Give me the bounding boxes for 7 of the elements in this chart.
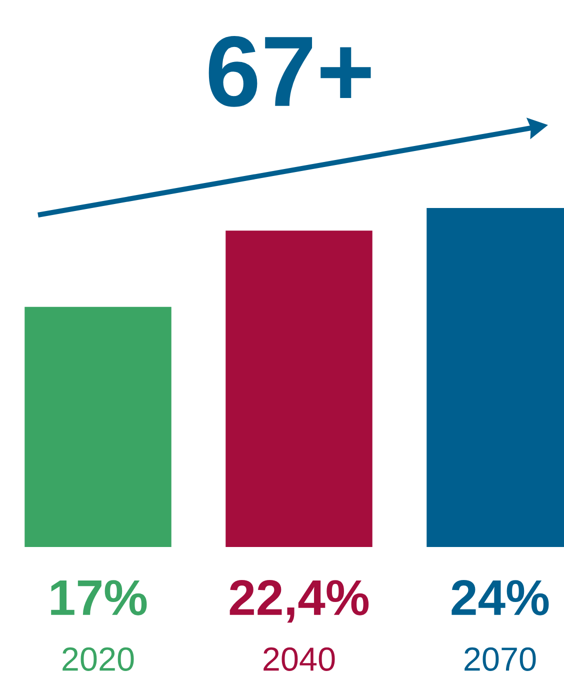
data-label: 22,4% (230, 580, 369, 623)
chart-title: 67+ (208, 36, 371, 107)
x-tick-label: 2020 (62, 647, 134, 671)
x-tick-label: 2040 (264, 647, 335, 671)
data-label: 17% (51, 580, 147, 616)
x-tick-label: 2070 (464, 647, 536, 671)
data-label: 24% (452, 580, 549, 616)
